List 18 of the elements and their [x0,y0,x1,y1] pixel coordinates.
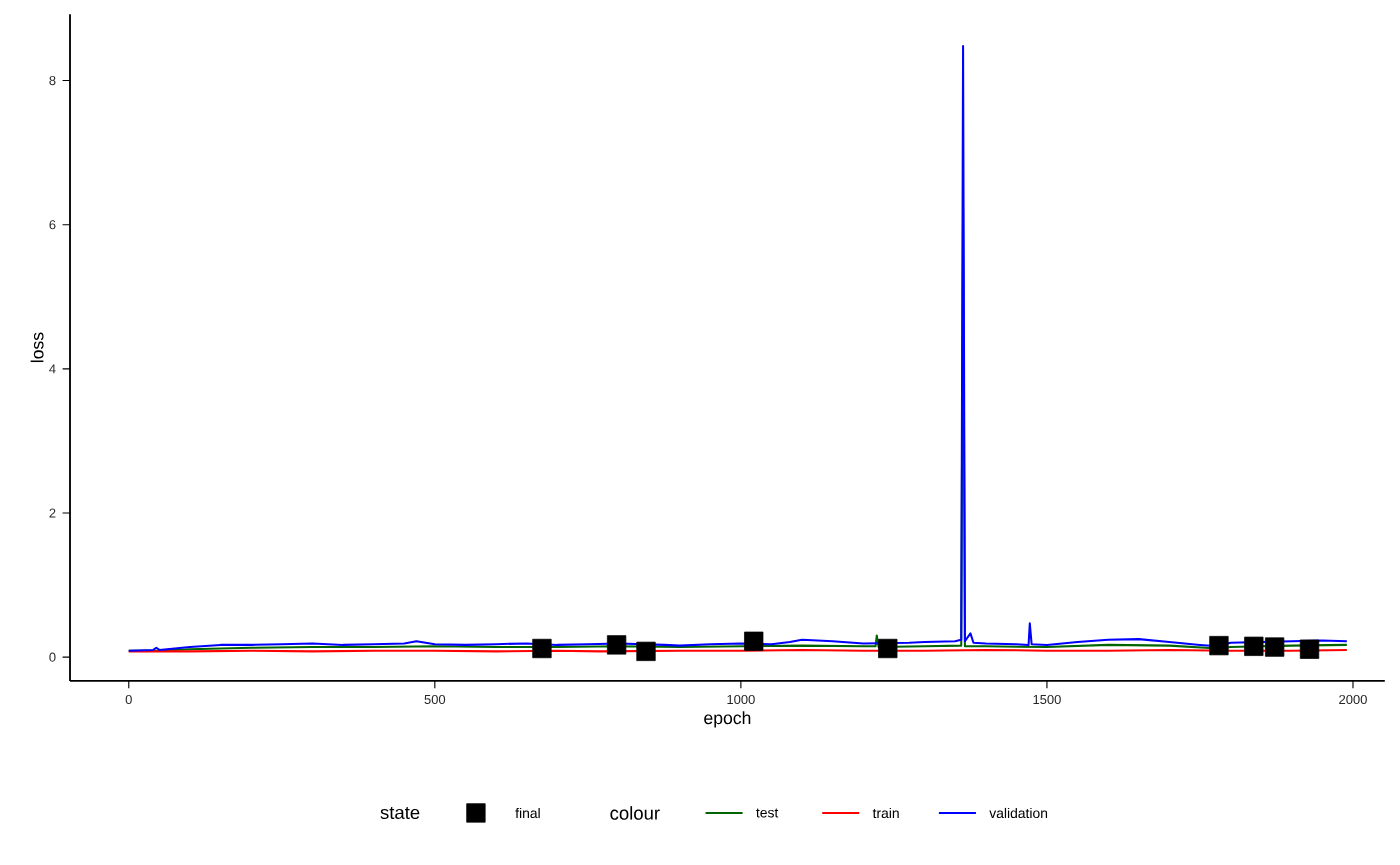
y-tick-label: 8 [49,76,56,86]
x-tick-label: 1500 [1033,694,1061,705]
y-axis-title: loss [30,332,44,363]
legend-label: validation [989,807,1048,819]
legend-label: test [756,808,779,818]
x-tick-label: 500 [424,694,446,705]
legend-label: final [515,807,540,819]
legend-title: colour [610,806,660,820]
y-tick-label: 2 [49,508,56,518]
y-tick-label: 6 [49,220,56,230]
text: state [380,806,420,820]
y-tick-label: 4 [49,364,56,374]
x-tick-label: 1000 [727,694,755,705]
legend-label: train [872,807,899,819]
x-tick-label: 2000 [1339,694,1367,705]
y-tick-label: 0 [49,652,56,662]
x-axis-title: epoch [704,711,751,728]
x-tick-label: 0 [125,694,132,705]
